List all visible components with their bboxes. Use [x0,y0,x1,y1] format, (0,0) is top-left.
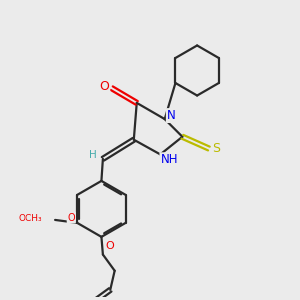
Text: N: N [167,109,176,122]
Text: O: O [105,241,114,251]
Text: NH: NH [160,153,178,166]
Text: OCH₃: OCH₃ [18,214,42,223]
Text: O: O [99,80,109,93]
Text: O: O [68,213,75,223]
Text: S: S [212,142,220,155]
Text: H: H [89,150,97,160]
